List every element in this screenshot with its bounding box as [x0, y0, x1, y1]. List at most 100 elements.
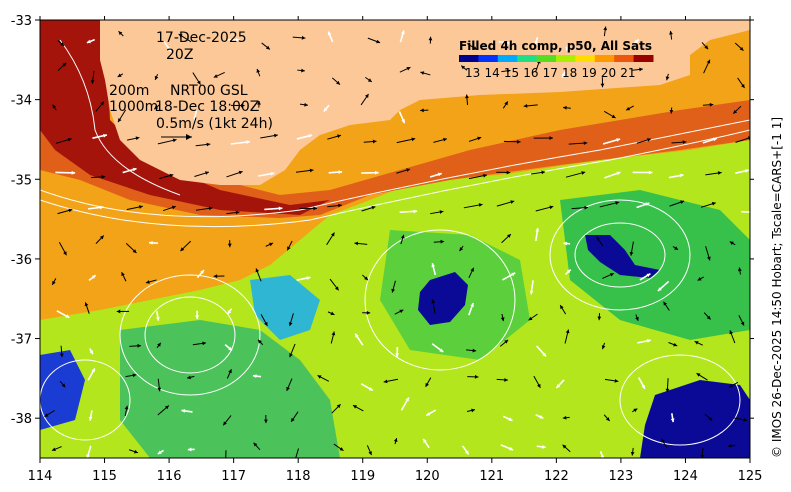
current-vector	[430, 210, 444, 215]
colorbar-label: 15	[504, 66, 519, 80]
current-vector	[559, 304, 567, 315]
current-vector	[603, 26, 608, 37]
current-vector	[466, 43, 478, 51]
current-vector	[44, 409, 55, 418]
current-vector	[192, 341, 207, 346]
date-label: 17-Dec-2025	[156, 30, 247, 46]
current-vector	[326, 232, 335, 246]
current-vector	[629, 241, 634, 256]
colorbar-label: 16	[523, 66, 538, 80]
current-vector	[87, 368, 96, 381]
current-vector	[157, 449, 164, 455]
current-vector	[331, 77, 341, 86]
current-vector	[637, 377, 646, 390]
sst-very-hot-band	[40, 20, 330, 215]
colorbar: Filled 4h comp, p50, All Sats 13 14 15 16 17…	[459, 39, 654, 80]
current-vector	[323, 104, 330, 113]
current-vector	[129, 343, 142, 348]
current-vector	[565, 43, 570, 51]
y-tick-label: -33	[11, 14, 32, 29]
altimetry-time-label: 18-Dec 18:00Z	[155, 99, 259, 115]
current-vector	[187, 447, 195, 452]
current-vector	[126, 205, 143, 211]
colorbar-swatch	[497, 55, 518, 62]
current-vector	[163, 40, 172, 52]
current-vector	[396, 137, 416, 144]
colorbar-label: 20	[601, 66, 616, 80]
vector-scale-label: 0.5m/s (1kt 24h)	[156, 116, 273, 132]
y-tick-label: -36	[11, 253, 32, 268]
current-vector	[694, 340, 703, 346]
current-vector	[536, 345, 547, 357]
current-vector	[393, 437, 398, 445]
current-vector	[116, 309, 130, 314]
current-vector	[668, 173, 684, 179]
current-vector	[498, 40, 513, 45]
current-vector	[632, 170, 653, 175]
current-vector	[194, 171, 210, 178]
current-vector	[669, 200, 685, 207]
current-vector	[226, 170, 243, 178]
current-vector	[352, 404, 364, 412]
depth-200-label: 200m	[109, 83, 149, 99]
current-vector	[292, 35, 306, 40]
current-vector	[327, 203, 342, 208]
current-vector	[330, 331, 336, 344]
current-vector	[55, 170, 76, 175]
current-vector	[195, 310, 200, 319]
colorbar-label: 19	[581, 66, 596, 80]
current-vector	[571, 205, 589, 210]
current-vector	[422, 438, 430, 449]
current-vector	[264, 206, 283, 211]
current-vector	[463, 203, 483, 209]
current-vector	[431, 299, 436, 314]
current-vector	[362, 274, 369, 281]
current-vector	[636, 202, 650, 209]
current-vector	[602, 138, 621, 145]
current-vector	[562, 444, 571, 453]
current-vector	[286, 378, 293, 392]
current-vector	[670, 413, 675, 423]
x-tick-label: 119	[350, 469, 375, 484]
current-vector	[360, 383, 374, 392]
colorbar-label: 14	[484, 66, 499, 80]
current-vector	[213, 71, 225, 78]
current-vector	[433, 239, 445, 244]
current-vector	[117, 73, 124, 78]
current-vector	[696, 372, 708, 381]
current-vector	[702, 137, 718, 144]
current-vector	[501, 68, 511, 73]
x-axis-ticks: 114 115 116 117 118 119 120 121 122 123 124 125	[28, 16, 762, 484]
current-vector	[86, 445, 92, 458]
current-vector	[529, 280, 534, 295]
current-vector	[700, 448, 705, 458]
current-vector	[227, 240, 232, 248]
current-vector	[665, 73, 670, 81]
current-vector	[425, 409, 437, 417]
current-vector	[502, 101, 509, 109]
current-vector	[95, 101, 105, 112]
current-vector	[425, 377, 432, 388]
colorbar-swatch	[517, 55, 538, 62]
current-vector	[703, 312, 711, 320]
current-vector	[596, 236, 604, 247]
current-vector	[59, 345, 64, 358]
current-vector	[265, 242, 274, 247]
current-vector	[252, 374, 262, 379]
current-vector	[399, 30, 405, 43]
current-vector	[157, 378, 162, 392]
current-vector	[360, 93, 369, 106]
colorbar-labels: 13 14 15 16 17 18 19 20 21	[465, 66, 635, 80]
current-vector	[420, 108, 429, 113]
current-vector	[55, 137, 72, 144]
current-vector	[52, 104, 57, 111]
current-vector	[92, 133, 108, 139]
current-vector	[86, 38, 96, 44]
current-vector	[230, 103, 245, 108]
credit-text: © IMOS 26-Dec-2025 14:50 Hobart; Tscale=…	[770, 117, 784, 458]
current-vector	[195, 142, 211, 147]
current-vector	[317, 374, 330, 382]
current-vector	[661, 438, 668, 449]
current-vector	[535, 413, 544, 419]
x-tick-label: 114	[28, 469, 53, 484]
